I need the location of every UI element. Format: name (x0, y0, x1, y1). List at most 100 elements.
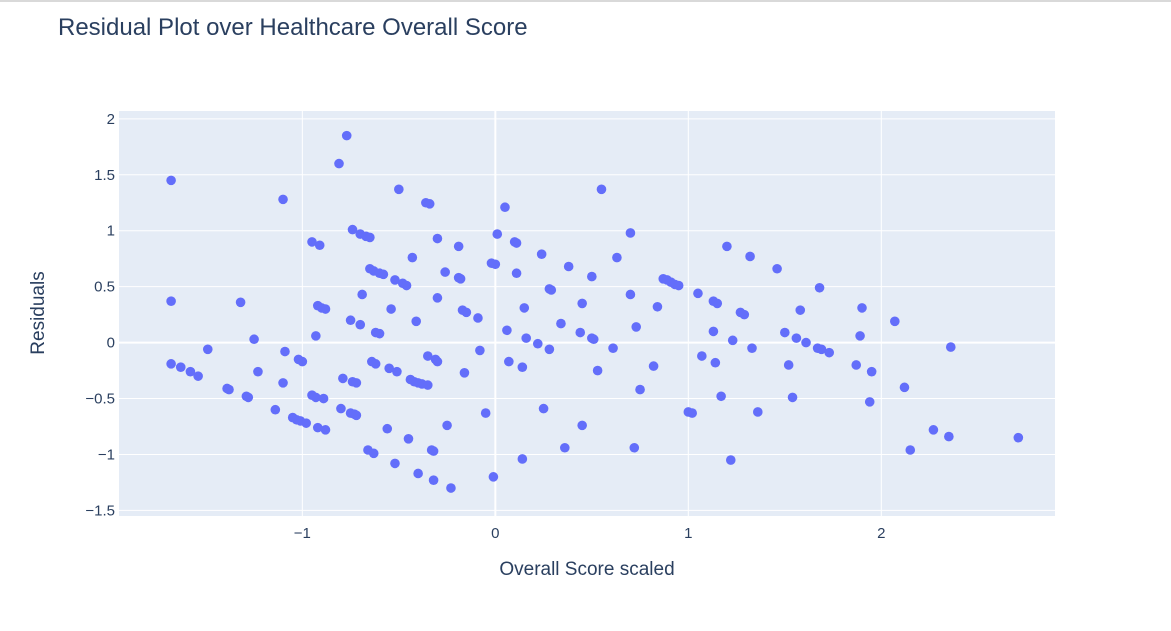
data-point[interactable] (945, 342, 956, 352)
data-point[interactable] (351, 378, 362, 388)
data-point[interactable] (710, 357, 721, 368)
plot-area[interactable] (119, 111, 1055, 516)
data-point[interactable] (341, 130, 352, 141)
data-point[interactable] (795, 305, 806, 315)
data-point[interactable] (857, 303, 867, 313)
data-point[interactable] (336, 403, 346, 414)
data-point[interactable] (652, 301, 663, 312)
data-point[interactable] (739, 309, 750, 320)
data-point[interactable] (747, 343, 757, 353)
data-point[interactable] (1013, 432, 1024, 443)
data-point[interactable] (855, 331, 865, 341)
data-point[interactable] (166, 359, 176, 369)
data-point[interactable] (588, 334, 599, 345)
data-point[interactable] (635, 384, 645, 395)
data-point[interactable] (772, 263, 782, 274)
data-point[interactable] (370, 359, 381, 369)
data-point[interactable] (428, 475, 439, 485)
data-point[interactable] (390, 458, 400, 469)
data-point[interactable] (500, 202, 510, 213)
data-point[interactable] (278, 378, 288, 388)
data-point[interactable] (461, 307, 472, 318)
data-point[interactable] (791, 333, 802, 343)
data-point[interactable] (311, 392, 321, 403)
data-point[interactable] (488, 472, 499, 482)
data-point[interactable] (297, 356, 308, 367)
data-point[interactable] (716, 391, 726, 402)
data-point[interactable] (314, 240, 325, 251)
data-point[interactable] (905, 445, 916, 455)
data-point[interactable] (166, 296, 176, 306)
data-point[interactable] (243, 392, 254, 403)
data-point[interactable] (475, 345, 485, 356)
data-point[interactable] (596, 184, 607, 195)
data-point[interactable] (673, 280, 684, 291)
data-point[interactable] (687, 408, 697, 418)
data-point[interactable] (473, 313, 483, 323)
data-point[interactable] (384, 363, 394, 374)
data-point[interactable] (814, 282, 825, 293)
data-point[interactable] (625, 228, 636, 238)
data-point[interactable] (424, 199, 435, 209)
data-point[interactable] (504, 356, 514, 367)
data-point[interactable] (401, 280, 412, 291)
data-point[interactable] (532, 338, 543, 349)
data-point[interactable] (224, 384, 234, 395)
data-point[interactable] (629, 442, 640, 453)
data-point[interactable] (432, 233, 443, 244)
data-point[interactable] (312, 422, 323, 433)
data-point[interactable] (631, 322, 642, 332)
data-point[interactable] (745, 251, 755, 262)
data-point[interactable] (235, 297, 246, 308)
data-point[interactable] (357, 289, 367, 300)
data-point[interactable] (270, 404, 281, 415)
data-point[interactable] (166, 175, 176, 186)
data-point[interactable] (851, 360, 862, 370)
data-point[interactable] (455, 274, 466, 284)
data-point[interactable] (697, 351, 707, 361)
data-point[interactable] (334, 158, 344, 169)
data-point[interactable] (560, 442, 570, 453)
data-point[interactable] (648, 361, 659, 371)
data-point[interactable] (411, 316, 422, 327)
data-point[interactable] (394, 184, 404, 195)
data-point[interactable] (432, 293, 443, 303)
data-point[interactable] (440, 267, 450, 277)
data-point[interactable] (446, 483, 456, 493)
data-point[interactable] (546, 285, 557, 295)
data-point[interactable] (368, 448, 379, 459)
data-point[interactable] (722, 241, 732, 252)
data-point[interactable] (311, 331, 321, 341)
data-point[interactable] (442, 420, 452, 431)
data-point[interactable] (536, 249, 547, 260)
data-point[interactable] (928, 425, 939, 435)
data-point[interactable] (365, 232, 375, 243)
data-point[interactable] (752, 407, 763, 417)
data-point[interactable] (816, 344, 827, 355)
data-point[interactable] (563, 261, 574, 272)
data-point[interactable] (725, 455, 736, 465)
data-point[interactable] (185, 366, 196, 377)
data-point[interactable] (378, 269, 389, 280)
data-point[interactable] (175, 362, 186, 373)
data-point[interactable] (577, 298, 587, 309)
data-point[interactable] (432, 356, 443, 367)
data-point[interactable] (556, 318, 566, 329)
data-point[interactable] (577, 420, 587, 431)
data-point[interactable] (428, 446, 439, 456)
data-point[interactable] (538, 403, 549, 414)
data-point[interactable] (280, 346, 290, 357)
data-point[interactable] (351, 410, 362, 421)
data-point[interactable] (338, 373, 348, 384)
data-point[interactable] (864, 397, 875, 407)
data-point[interactable] (608, 343, 618, 353)
data-point[interactable] (403, 434, 414, 444)
data-point[interactable] (592, 365, 603, 376)
data-point[interactable] (899, 382, 910, 393)
data-point[interactable] (320, 304, 331, 314)
data-point[interactable] (422, 351, 433, 361)
data-point[interactable] (278, 194, 288, 205)
data-point[interactable] (544, 344, 555, 355)
data-point[interactable] (492, 229, 503, 239)
data-point[interactable] (249, 334, 259, 345)
